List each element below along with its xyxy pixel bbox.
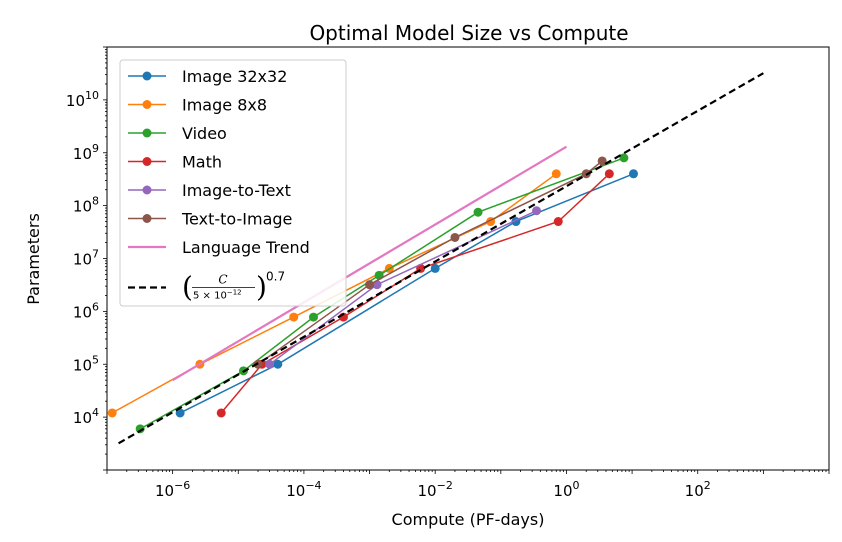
legend-label: Video [182,124,227,143]
legend-marker [142,100,152,109]
legend-label: Language Trend [182,238,310,257]
data-point [551,169,561,179]
y-tick-label: 109 [73,142,99,163]
y-axis: 104 105 106 107 108 109 1010 [66,46,107,471]
data-point [430,263,440,273]
data-point [604,169,614,179]
data-point [365,280,375,290]
data-point [289,312,299,322]
data-point [273,359,283,369]
data-point [628,169,638,179]
formula-numerator: C [218,273,227,287]
legend-marker [142,157,152,166]
y-tick-label: 106 [73,300,99,321]
legend-marker [142,214,152,223]
legend-marker [142,71,152,81]
series-text-to-image [253,156,607,369]
formula-denominator: 5 × 10−12 [193,289,242,302]
reference-trend-line [118,72,764,445]
y-tick-label: 1010 [66,89,99,110]
data-point [309,312,319,322]
x-tick-label: 10−4 [286,479,321,500]
legend-label: Text-to-Image [181,210,292,229]
x-tick-label: 10−2 [418,479,453,500]
y-tick-label: 104 [73,406,99,427]
legend-label: Image 8x8 [182,96,267,115]
data-point [175,408,185,418]
legend: Image 32x32 Image 8x8 Video Math Image-to-Te… [119,59,347,307]
x-tick-label: 100 [553,479,579,500]
x-tick-label: 10−6 [155,479,190,500]
data-point [553,217,563,227]
data-point [597,156,607,166]
legend-formula: ( C 5 × 10−12) 0.7 [182,270,285,304]
formula-paren-right: ) [256,271,267,304]
y-tick-label: 108 [73,195,99,216]
data-point [473,207,483,217]
x-axis: 10−6 10−4 10−2 100 102 [106,470,830,500]
data-point [450,232,460,242]
x-tick-label: 102 [685,479,711,500]
x-axis-label: Compute (PF-days) [392,510,545,529]
legend-label: Math [182,153,222,172]
series-language-trend [172,145,568,382]
y-axis-label: Parameters [24,213,43,305]
data-point [374,270,384,280]
legend-label: Image-to-Text [182,181,291,200]
series-image-32x32 [175,169,638,418]
legend-box [119,59,347,307]
chart-title: Optimal Model Size vs Compute [309,21,628,45]
legend-marker [142,185,152,195]
y-tick-label: 107 [73,248,99,269]
data-point [265,359,275,369]
legend-label: Image 32x32 [182,67,287,86]
legend-marker [142,128,152,138]
data-point [532,206,542,216]
formula-power: 0.7 [266,270,285,284]
y-tick-label: 105 [73,353,99,374]
data-point [216,408,226,418]
data-point [619,153,629,163]
series-line [172,145,568,382]
data-point [107,408,117,418]
formula-paren-left: ( [182,271,193,304]
